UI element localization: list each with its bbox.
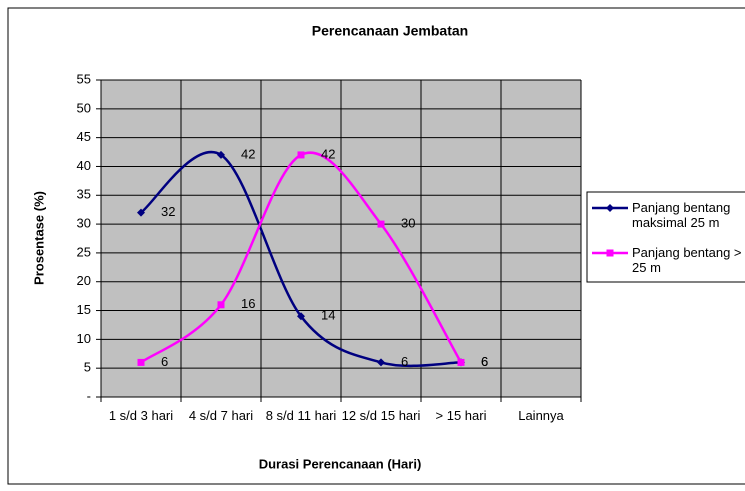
data-label: 16 [241,296,255,311]
point-marker [217,301,225,309]
y-tick-label: 45 [77,129,91,144]
point-marker [297,312,305,321]
data-label: 14 [321,308,335,323]
legend-marker [606,249,614,257]
y-tick-label: 25 [77,244,91,259]
y-tick-label: 15 [77,302,91,317]
data-label: 42 [321,146,335,161]
y-axis-title: Prosentase (%) [31,191,46,285]
x-tick-label: 12 s/d 15 hari [341,408,421,423]
legend-label: Panjang bentang > 25 m [632,245,742,275]
point-marker [137,208,145,217]
point-marker [377,220,385,228]
point-marker [137,358,145,366]
point-marker [457,358,465,366]
data-label: 32 [161,204,175,219]
x-tick-label: 4 s/d 7 hari [188,408,254,423]
legend-marker [606,204,614,212]
point-marker [377,358,385,367]
data-label: 30 [401,216,415,231]
x-tick-label: 8 s/d 11 hari [265,408,337,423]
y-tick-label: 30 [77,216,91,231]
x-tick-label: Lainnya [518,408,564,423]
x-axis-title: Durasi Perencanaan (Hari) [259,456,422,471]
point-marker [297,151,305,159]
y-tick-label: 55 [77,71,91,86]
legend-label: Panjang bentang maksimal 25 m [632,200,731,230]
data-label: 6 [161,354,168,369]
x-tick-label: > 15 hari [435,408,487,423]
y-tick-label: 50 [77,100,91,115]
data-label: 42 [241,146,255,161]
y-tick-label: 10 [77,331,91,346]
chart-title: Perencanaan Jembatan [312,23,468,39]
y-tick-label: - [87,388,91,403]
data-label: 6 [481,354,488,369]
y-tick-label: 40 [77,158,91,173]
y-tick-label: 35 [77,187,91,202]
y-tick-label: 5 [84,360,91,375]
point-marker [217,150,225,159]
series-line [140,150,462,368]
y-tick-label: 20 [77,273,91,288]
x-tick-label: 1 s/d 3 hari [108,408,174,423]
data-label: 6 [481,354,488,369]
data-label: 6 [401,354,408,369]
